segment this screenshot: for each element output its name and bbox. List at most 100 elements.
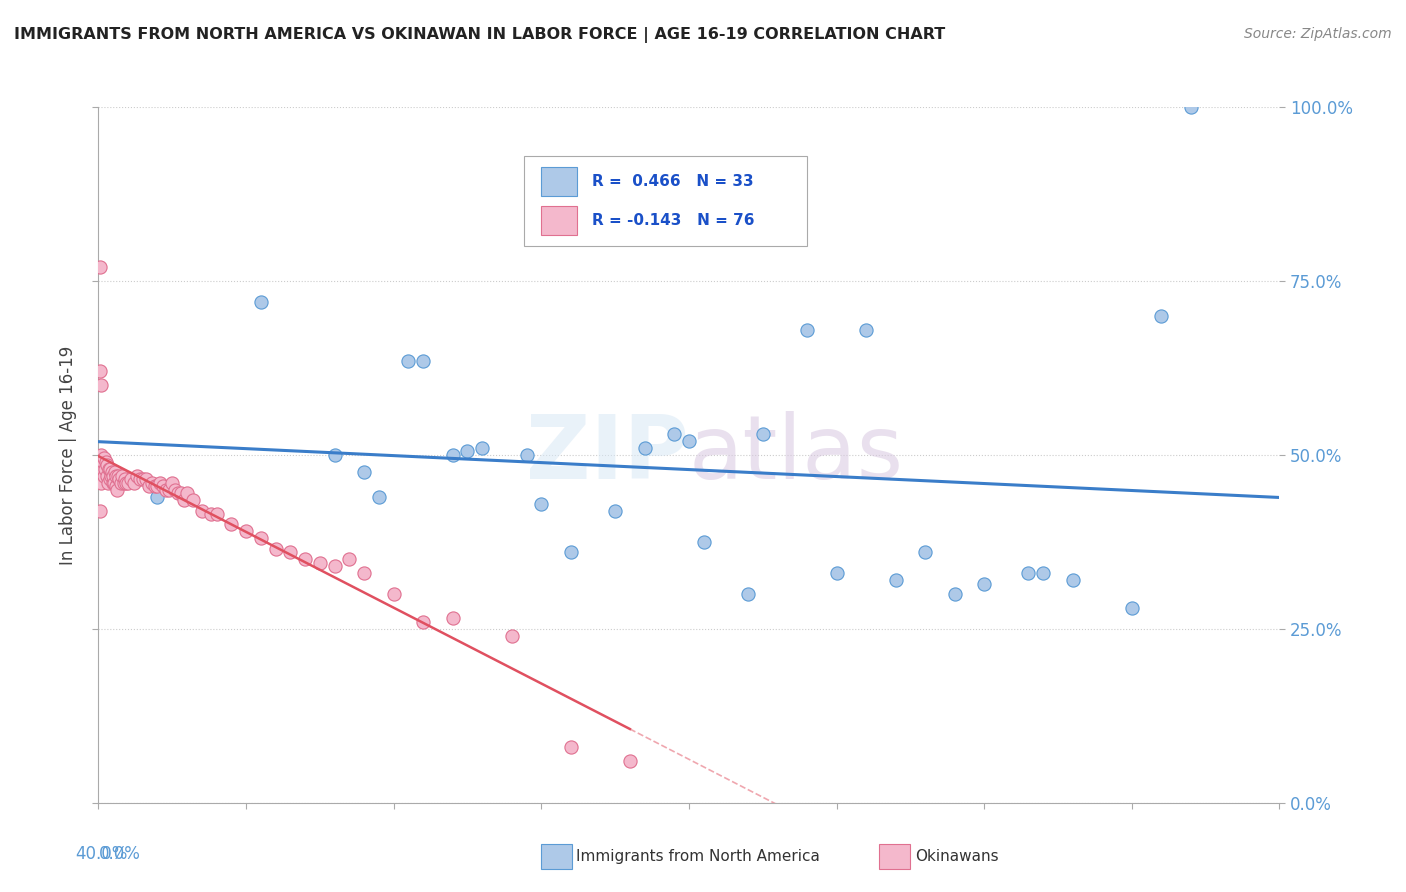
Point xyxy=(323,448,346,462)
FancyBboxPatch shape xyxy=(540,167,578,195)
Point xyxy=(162,475,183,490)
Point xyxy=(678,434,700,448)
Point xyxy=(516,448,538,462)
Point xyxy=(170,486,193,500)
Point xyxy=(457,444,479,458)
Point xyxy=(560,545,582,559)
Point xyxy=(382,587,405,601)
Point xyxy=(117,475,139,490)
FancyBboxPatch shape xyxy=(523,156,807,246)
Point xyxy=(111,468,134,483)
Point xyxy=(181,493,204,508)
Point xyxy=(141,475,163,490)
Point xyxy=(94,462,117,476)
Point xyxy=(309,556,332,570)
Point xyxy=(128,472,150,486)
Point xyxy=(441,448,464,462)
Point xyxy=(104,479,127,493)
Point xyxy=(105,483,128,497)
Point xyxy=(96,458,118,473)
Point xyxy=(120,472,142,486)
Point xyxy=(1018,566,1040,581)
Text: ZIP: ZIP xyxy=(526,411,689,499)
Point xyxy=(132,472,155,486)
Point xyxy=(167,486,190,500)
Point xyxy=(530,497,553,511)
Point xyxy=(146,479,169,493)
Point xyxy=(100,468,122,483)
Point xyxy=(796,323,818,337)
Point xyxy=(339,552,361,566)
Text: R =  0.466   N = 33: R = 0.466 N = 33 xyxy=(592,174,754,188)
FancyBboxPatch shape xyxy=(540,206,578,235)
Point xyxy=(412,615,434,629)
Point xyxy=(605,503,627,517)
Point xyxy=(89,462,111,476)
Point xyxy=(560,740,582,755)
Point xyxy=(173,493,195,508)
Point xyxy=(114,472,136,486)
Point xyxy=(155,483,177,497)
Point xyxy=(1121,601,1143,615)
Point xyxy=(752,427,775,442)
Point xyxy=(157,483,180,497)
Point xyxy=(115,475,138,490)
Point xyxy=(97,475,120,490)
Point xyxy=(122,475,145,490)
Point xyxy=(191,503,214,517)
Point xyxy=(973,576,995,591)
Point xyxy=(412,354,434,368)
Point xyxy=(93,468,115,483)
Point xyxy=(110,475,132,490)
Point xyxy=(125,468,148,483)
Point xyxy=(825,566,848,581)
Text: atlas: atlas xyxy=(689,411,904,499)
Point xyxy=(96,468,118,483)
Text: Okinawans: Okinawans xyxy=(915,849,998,863)
Point xyxy=(501,629,523,643)
Point xyxy=(93,451,115,466)
Point xyxy=(89,260,111,274)
Point xyxy=(221,517,243,532)
Point xyxy=(323,559,346,574)
Text: Immigrants from North America: Immigrants from North America xyxy=(576,849,820,863)
Point xyxy=(737,587,759,601)
Point xyxy=(149,475,172,490)
Point xyxy=(107,468,129,483)
Point xyxy=(143,479,166,493)
Point xyxy=(280,545,302,559)
Point xyxy=(100,466,122,480)
Point xyxy=(1062,573,1084,587)
Point xyxy=(138,479,160,493)
Point xyxy=(108,472,131,486)
Point xyxy=(294,552,316,566)
Point xyxy=(693,534,716,549)
Point xyxy=(205,507,228,521)
Point xyxy=(97,462,120,476)
Point xyxy=(91,462,114,476)
Point xyxy=(89,364,111,378)
Point xyxy=(176,486,198,500)
Y-axis label: In Labor Force | Age 16-19: In Labor Force | Age 16-19 xyxy=(59,345,77,565)
Point xyxy=(98,462,121,476)
Point xyxy=(264,541,287,556)
Text: Source: ZipAtlas.com: Source: ZipAtlas.com xyxy=(1244,27,1392,41)
Point xyxy=(165,483,187,497)
Point xyxy=(1032,566,1054,581)
Point xyxy=(914,545,936,559)
Point xyxy=(1180,100,1202,114)
Point xyxy=(90,378,112,392)
Point xyxy=(103,468,125,483)
Point xyxy=(1150,309,1173,323)
Point xyxy=(135,472,157,486)
Point xyxy=(90,475,112,490)
Text: 0.0%: 0.0% xyxy=(98,845,141,863)
Point xyxy=(855,323,877,337)
Point xyxy=(101,475,124,490)
Point xyxy=(152,479,174,493)
Point xyxy=(89,503,111,517)
Text: IMMIGRANTS FROM NORTH AMERICA VS OKINAWAN IN LABOR FORCE | AGE 16-19 CORRELATION: IMMIGRANTS FROM NORTH AMERICA VS OKINAWA… xyxy=(14,27,945,43)
Point xyxy=(664,427,686,442)
Point xyxy=(90,448,112,462)
Point xyxy=(884,573,907,587)
